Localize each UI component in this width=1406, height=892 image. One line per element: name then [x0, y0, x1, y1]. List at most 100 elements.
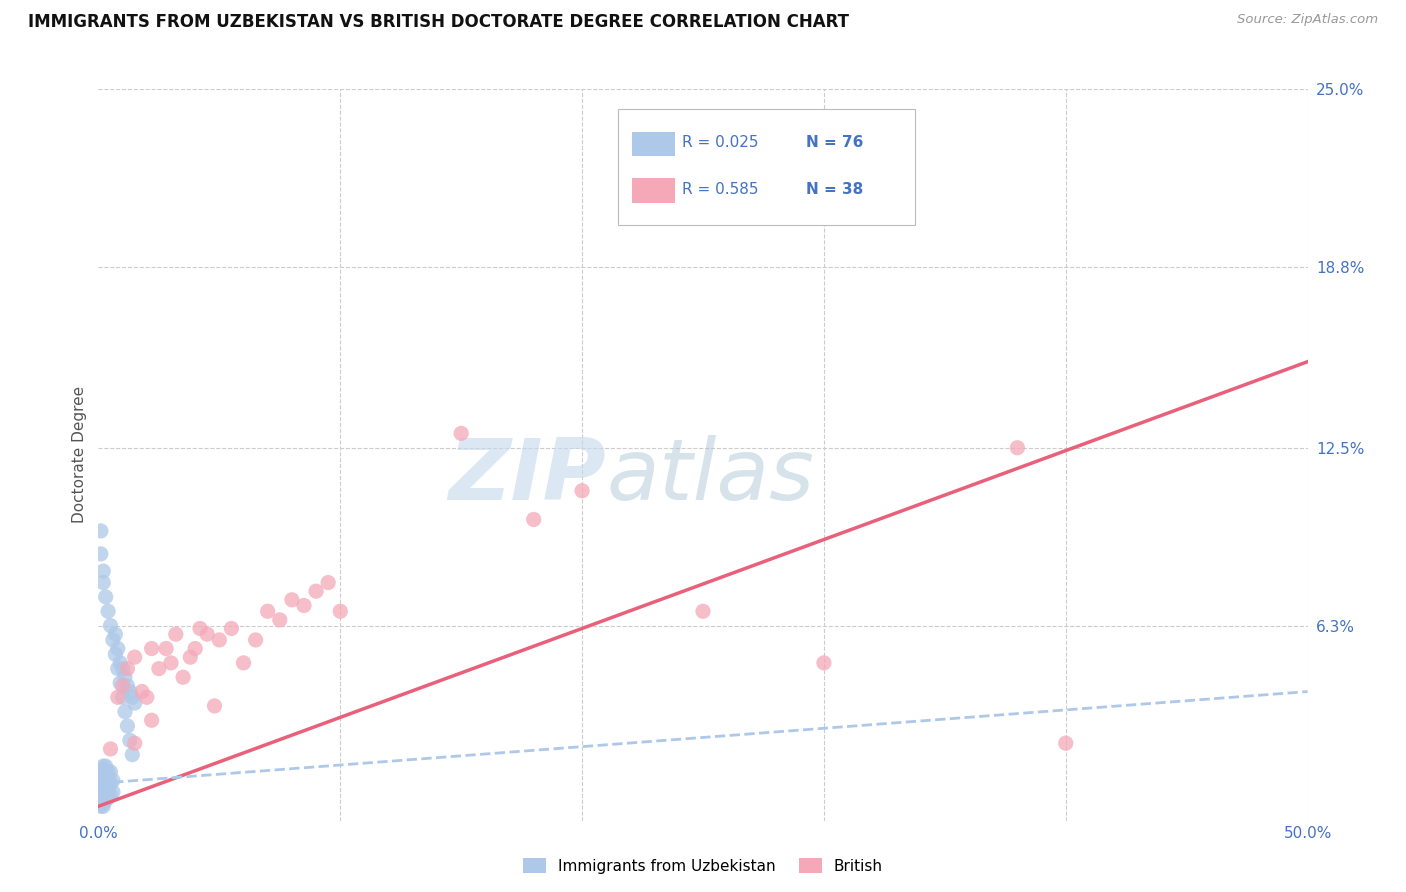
Point: [91, 779, 114, 793]
Point: [208, 632, 231, 647]
Point: [117, 719, 139, 733]
Point: [160, 656, 183, 670]
Text: Source: ZipAtlas.com: Source: ZipAtlas.com: [1237, 13, 1378, 27]
Point: [91, 771, 114, 785]
Point: [100, 788, 122, 802]
Point: [305, 584, 328, 599]
Text: R = 0.585: R = 0.585: [682, 182, 759, 197]
Point: [91, 575, 114, 590]
Point: [91, 785, 114, 799]
Legend: Immigrants from Uzbekistan, British: Immigrants from Uzbekistan, British: [517, 852, 889, 880]
Point: [135, 690, 157, 705]
Point: [90, 782, 112, 797]
Point: [111, 690, 134, 705]
Point: [97, 782, 120, 797]
Point: [281, 592, 304, 607]
Point: [94, 759, 117, 773]
Point: [90, 793, 112, 807]
Point: [1054, 736, 1077, 750]
Point: [91, 764, 114, 779]
Point: [91, 793, 114, 807]
Point: [90, 779, 112, 793]
Point: [90, 788, 112, 802]
Point: [692, 604, 714, 618]
Point: [91, 776, 114, 790]
Point: [141, 641, 163, 656]
Point: [111, 679, 134, 693]
Text: N = 76: N = 76: [806, 135, 863, 150]
Point: [114, 670, 136, 684]
Point: [118, 733, 141, 747]
FancyBboxPatch shape: [631, 178, 675, 202]
Point: [118, 684, 141, 698]
Point: [316, 575, 339, 590]
Point: [90, 776, 112, 790]
Point: [94, 590, 117, 604]
Point: [100, 618, 122, 632]
Text: R = 0.025: R = 0.025: [682, 135, 759, 150]
Point: [450, 426, 472, 441]
Point: [117, 679, 139, 693]
Point: [90, 547, 112, 561]
Point: [813, 656, 835, 670]
Point: [221, 622, 243, 636]
Point: [90, 524, 112, 538]
Point: [165, 627, 187, 641]
Point: [101, 773, 124, 788]
Point: [90, 771, 112, 785]
Point: [90, 790, 112, 805]
Text: ZIP: ZIP: [449, 435, 606, 518]
Point: [94, 793, 117, 807]
Point: [100, 776, 122, 790]
Point: [571, 483, 593, 498]
Point: [107, 662, 129, 676]
Point: [108, 656, 131, 670]
Point: [90, 785, 112, 799]
Point: [100, 742, 122, 756]
Point: [124, 696, 146, 710]
Point: [91, 773, 114, 788]
Point: [90, 779, 112, 793]
Point: [90, 799, 112, 814]
Point: [90, 793, 112, 807]
Point: [204, 698, 226, 713]
Point: [188, 622, 211, 636]
Point: [107, 641, 129, 656]
Point: [329, 604, 352, 618]
Point: [155, 641, 177, 656]
Point: [124, 736, 146, 750]
Point: [104, 647, 127, 661]
Point: [94, 782, 117, 797]
Point: [90, 773, 112, 788]
Point: [100, 764, 122, 779]
Point: [97, 773, 120, 788]
Point: [90, 797, 112, 811]
Point: [91, 797, 114, 811]
Point: [90, 797, 112, 811]
Point: [256, 604, 278, 618]
Point: [111, 662, 134, 676]
Point: [91, 788, 114, 802]
Point: [91, 564, 114, 578]
Point: [90, 785, 112, 799]
Point: [107, 690, 129, 705]
Point: [90, 773, 112, 788]
FancyBboxPatch shape: [619, 109, 915, 225]
Point: [179, 650, 201, 665]
Point: [91, 782, 114, 797]
Point: [90, 790, 112, 805]
Point: [90, 776, 112, 790]
Point: [114, 705, 136, 719]
Point: [108, 676, 131, 690]
Point: [90, 782, 112, 797]
Point: [195, 627, 218, 641]
Point: [94, 776, 117, 790]
Point: [141, 713, 163, 727]
Text: IMMIGRANTS FROM UZBEKISTAN VS BRITISH DOCTORATE DEGREE CORRELATION CHART: IMMIGRANTS FROM UZBEKISTAN VS BRITISH DO…: [28, 13, 849, 31]
Point: [94, 771, 117, 785]
Point: [245, 632, 267, 647]
Point: [101, 785, 124, 799]
Point: [91, 762, 114, 776]
Point: [101, 632, 124, 647]
Point: [269, 613, 291, 627]
